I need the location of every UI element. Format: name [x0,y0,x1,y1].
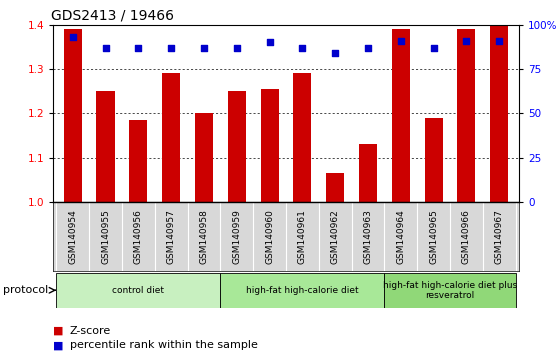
Text: GSM140960: GSM140960 [265,209,274,264]
Point [232,45,241,51]
Bar [384,273,516,308]
Bar [64,29,81,202]
Point [199,45,208,51]
Text: high-fat high-calorie diet plus
resveratrol: high-fat high-calorie diet plus resverat… [383,281,517,300]
Bar [195,113,213,202]
Bar [425,118,442,202]
Text: GDS2413 / 19466: GDS2413 / 19466 [51,8,174,22]
Point [331,50,340,56]
Point [429,45,438,51]
Text: GSM140959: GSM140959 [232,209,241,264]
Bar [56,273,220,308]
Point [265,40,274,45]
Text: percentile rank within the sample: percentile rank within the sample [70,340,258,350]
Text: GSM140955: GSM140955 [101,209,110,264]
Point [68,34,77,40]
Bar [458,29,475,202]
Text: GSM140966: GSM140966 [462,209,471,264]
Point [101,45,110,51]
Bar [392,29,410,202]
Point [134,45,143,51]
Point [495,38,504,44]
Text: GSM140967: GSM140967 [495,209,504,264]
Text: GSM140965: GSM140965 [429,209,438,264]
Text: Z-score: Z-score [70,326,111,336]
Bar [220,273,384,308]
Text: high-fat high-calorie diet: high-fat high-calorie diet [246,286,359,295]
Text: control diet: control diet [112,286,164,295]
Bar [228,91,246,202]
Text: ■: ■ [53,326,64,336]
Text: GSM140962: GSM140962 [331,209,340,264]
Point [167,45,176,51]
Bar [129,120,147,202]
Point [364,45,373,51]
Text: GSM140956: GSM140956 [134,209,143,264]
Text: GSM140963: GSM140963 [363,209,373,264]
Text: protocol: protocol [3,285,48,295]
Bar [261,89,278,202]
Text: ■: ■ [53,340,64,350]
Text: GSM140964: GSM140964 [396,209,405,264]
Text: GSM140954: GSM140954 [68,209,77,264]
Text: GSM140957: GSM140957 [167,209,176,264]
Bar [162,73,180,202]
Bar [326,173,344,202]
Text: GSM140961: GSM140961 [298,209,307,264]
Point [298,45,307,51]
Bar [294,73,311,202]
Bar [359,144,377,202]
Text: GSM140958: GSM140958 [199,209,209,264]
Point [462,38,471,44]
Point [396,38,405,44]
Bar [97,91,114,202]
Bar [490,25,508,202]
